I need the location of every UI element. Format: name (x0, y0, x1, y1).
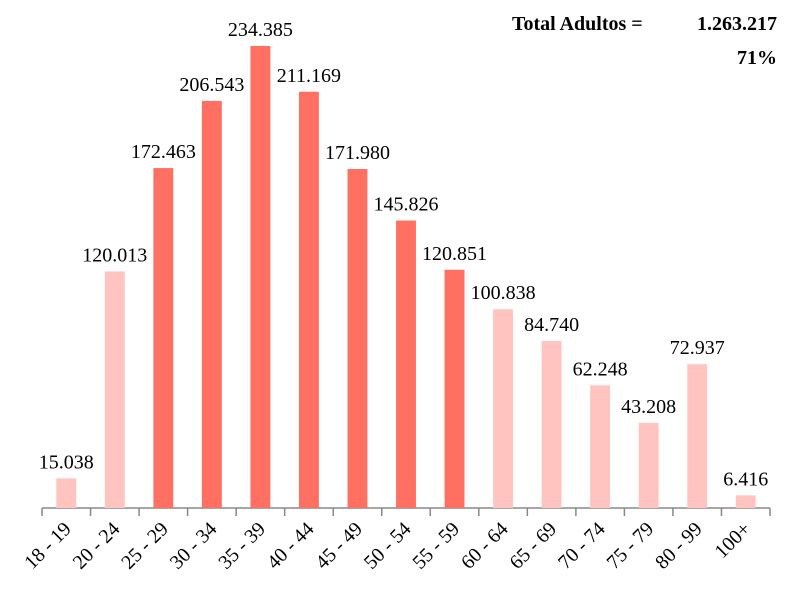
x-tick-label: 70 - 74 (554, 518, 610, 574)
value-label: 234.385 (228, 19, 293, 41)
x-tick-label: 80 - 99 (651, 518, 707, 574)
value-label: 206.543 (179, 74, 244, 96)
x-tick-label: 100+ (711, 518, 756, 563)
x-tick-label: 65 - 69 (506, 518, 562, 574)
bar (153, 168, 174, 509)
value-label: 171.980 (325, 142, 390, 164)
x-tick-label: 75 - 79 (603, 518, 659, 574)
bar (250, 46, 271, 508)
bar (201, 100, 222, 508)
value-label: 84.740 (524, 314, 579, 336)
x-tick-label: 40 - 44 (263, 518, 319, 574)
total-percent: 71% (737, 47, 777, 69)
x-tick-label: 55 - 59 (408, 518, 464, 574)
value-label: 6.416 (723, 468, 768, 490)
value-label: 62.248 (573, 358, 628, 380)
value-label: 15.038 (39, 451, 94, 473)
bar (298, 91, 319, 509)
total-label: Total Adultos = (512, 13, 643, 35)
bar (541, 340, 562, 508)
value-label: 211.169 (277, 65, 341, 87)
x-tick-label: 45 - 49 (311, 518, 367, 574)
x-tick-label: 20 - 24 (69, 518, 125, 574)
bar (444, 269, 465, 508)
x-tick-label: 30 - 34 (166, 518, 222, 574)
value-label: 120.013 (82, 244, 147, 266)
bar (735, 495, 756, 508)
bar (347, 169, 368, 508)
bar (104, 271, 125, 508)
bar (638, 422, 659, 508)
x-tick-label: 60 - 64 (457, 518, 513, 574)
bar (493, 309, 514, 508)
x-tick-label: 50 - 54 (360, 518, 416, 574)
x-tick-label: 18 - 19 (20, 518, 76, 574)
value-label: 100.838 (471, 282, 536, 304)
value-label: 145.826 (374, 194, 439, 216)
bar (590, 385, 611, 508)
bar (687, 364, 708, 508)
bar (56, 478, 77, 508)
value-label: 72.937 (670, 337, 725, 359)
value-label: 172.463 (131, 141, 196, 163)
total-value: 1.263.217 (697, 13, 777, 35)
bar (396, 220, 416, 508)
x-tick-label: 25 - 29 (117, 518, 173, 574)
value-label: 43.208 (621, 396, 676, 418)
x-tick-label: 35 - 39 (214, 518, 270, 574)
value-label: 120.851 (422, 243, 487, 265)
